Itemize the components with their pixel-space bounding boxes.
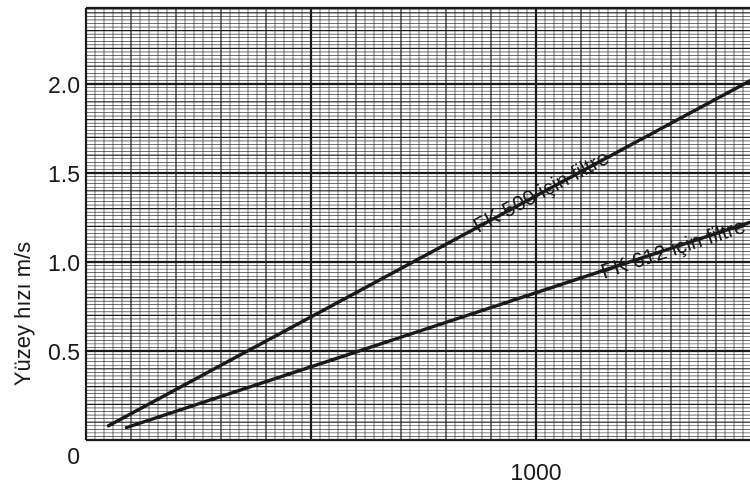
series-label-fk612: FK 612 için filtre (598, 215, 748, 284)
y-tick-label: 1.0 (48, 250, 80, 276)
x-tick-labels: 1000 2000 3000 (510, 459, 561, 485)
y-tick-label: 1.5 (48, 161, 80, 187)
series-lines (106, 78, 750, 430)
grid-minor (86, 8, 750, 440)
y-tick-label: 0 (67, 443, 80, 469)
grid-mid (86, 8, 750, 440)
y-tick-label: 2.0 (48, 72, 80, 98)
series-line-fk612 (124, 220, 750, 430)
y-axis-label: Yüzey hızı m/s (10, 242, 35, 386)
grid-major (84, 6, 750, 442)
y-tick-labels: 0 0.5 1.0 1.5 2.0 (48, 72, 80, 469)
series-line-fk500 (106, 78, 750, 428)
x-tick-label: 1000 (510, 459, 561, 485)
y-tick-label: 0.5 (48, 339, 80, 365)
